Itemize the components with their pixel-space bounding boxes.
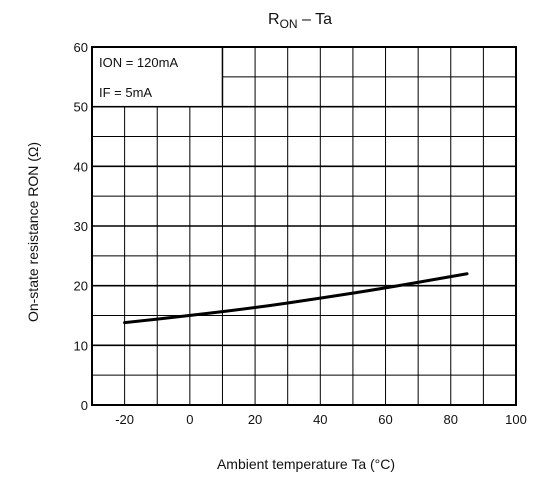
- y-tick-label: 50: [74, 100, 88, 115]
- x-tick-label: 40: [313, 412, 327, 427]
- x-tick-label: 100: [505, 412, 527, 427]
- plot-frame: [91, 46, 517, 406]
- x-axis-label: Ambient temperature Ta (°C): [217, 456, 395, 472]
- grid-lines: [92, 47, 516, 405]
- y-tick-label: 30: [74, 219, 88, 234]
- y-tick-label: 60: [74, 40, 88, 55]
- y-tick-label: 0: [81, 398, 88, 413]
- x-tick-label: 0: [186, 412, 193, 427]
- y-tick-label: 10: [74, 338, 88, 353]
- annotation-box: ION = 120mA IF = 5mA: [91, 46, 224, 108]
- y-tick-label: 20: [74, 279, 88, 294]
- ron-curve: [123, 272, 469, 325]
- x-tick-label: 80: [444, 412, 458, 427]
- y-tick-labels: 0 10 20 30 40 50 60: [74, 40, 88, 413]
- annotation-if: IF = 5mA: [99, 85, 152, 100]
- x-tick-label: -20: [115, 412, 134, 427]
- annotation-ion: ION = 120mA: [99, 55, 178, 70]
- x-tick-label: 60: [378, 412, 392, 427]
- chart-title: RON – Ta: [268, 11, 332, 31]
- y-tick-label: 40: [74, 159, 88, 174]
- y-axis-label: On-state resistance RON (Ω): [25, 142, 41, 322]
- curve-layer: [123, 272, 469, 325]
- x-tick-label: 20: [248, 412, 262, 427]
- x-tick-labels: -20 0 20 40 60 80 100: [115, 412, 527, 427]
